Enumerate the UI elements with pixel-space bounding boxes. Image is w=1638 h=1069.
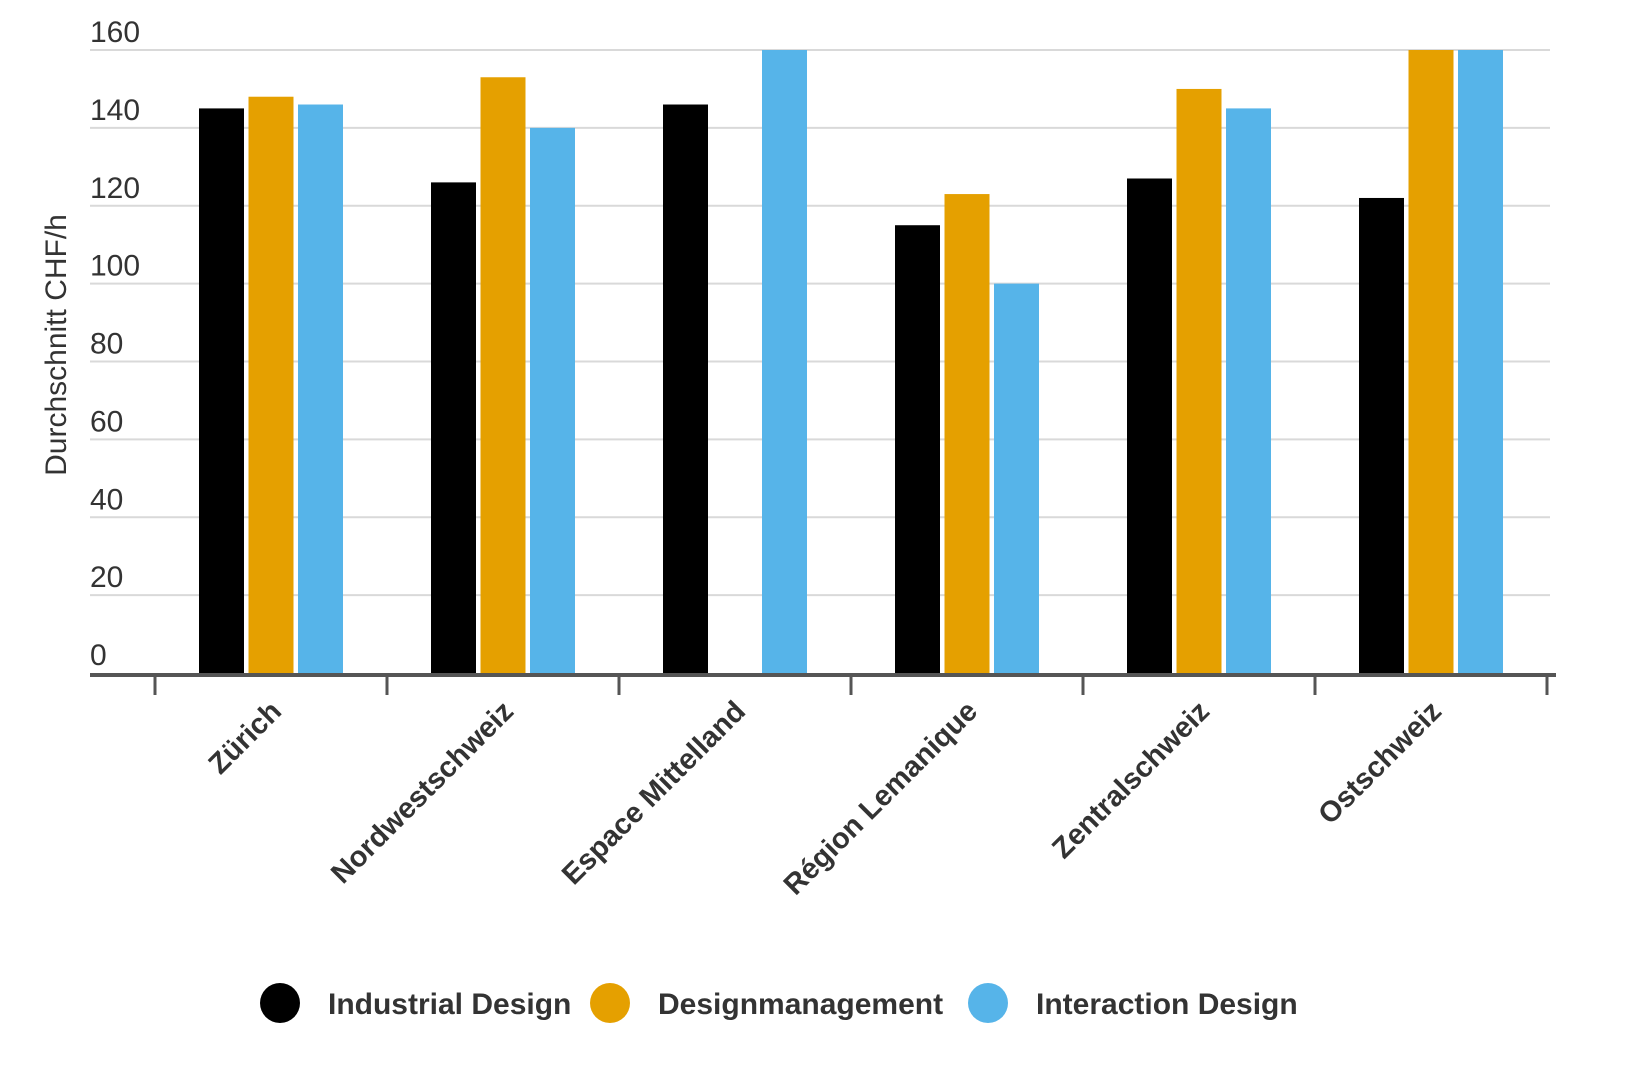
bar-interaction-design-region-lemanique	[994, 283, 1039, 673]
legend-item-interaction-design: Interaction Design	[968, 983, 1298, 1023]
bar-industrial-design-zentralschweiz	[1127, 178, 1172, 673]
bar-industrial-design-zurich	[199, 108, 244, 673]
bar-industrial-design-region-lemanique	[895, 225, 940, 673]
y-tick-label: 60	[90, 405, 123, 438]
bar-industrial-design-espace-mittelland	[663, 104, 708, 673]
bar-designmanagement-nordwestschweiz	[480, 77, 526, 674]
x-tick-label: Zentralschweiz	[1046, 695, 1216, 865]
bar-designmanagement-ostschweiz	[1408, 50, 1454, 673]
y-tick-label: 20	[90, 561, 123, 594]
y-tick-label: 160	[90, 16, 140, 49]
y-tick-label: 100	[90, 250, 140, 283]
legend-label: Interaction Design	[1036, 988, 1298, 1021]
legend: Industrial Design Designmanagement Interac…	[260, 983, 1298, 1023]
x-tick-label: Espace Mittelland	[556, 695, 752, 891]
y-tick-label: 120	[90, 172, 140, 205]
legend-swatch	[968, 983, 1008, 1023]
bar-interaction-design-ostschweiz	[1458, 50, 1503, 673]
x-tick-labels: Zürich Nordwestschweiz Espace Mittelland Ré…	[203, 695, 1448, 901]
legend-item-designmanagement: Designmanagement	[590, 983, 943, 1023]
bar-interaction-design-nordwestschweiz	[530, 127, 575, 673]
bar-industrial-design-ostschweiz	[1359, 197, 1404, 673]
bar-interaction-design-zurich	[298, 104, 343, 673]
y-axis-label: Durchschnitt CHF/h	[40, 214, 73, 476]
bar-designmanagement-zurich	[248, 96, 294, 674]
bar-interaction-design-zentralschweiz	[1226, 108, 1271, 673]
x-tick-label: Zürich	[203, 695, 288, 780]
legend-label: Designmanagement	[658, 988, 943, 1021]
y-tick-label: 140	[90, 94, 140, 127]
legend-swatch	[590, 983, 630, 1023]
x-tick-label: Ostschweiz	[1312, 695, 1447, 830]
bar-interaction-design-espace-mittelland	[762, 50, 807, 673]
bar-industrial-design-nordwestschweiz	[431, 182, 476, 673]
legend-label: Industrial Design	[328, 988, 571, 1021]
x-tick-label: Région Lemanique	[778, 695, 984, 901]
y-tick-label: 80	[90, 328, 123, 361]
x-tick-label: Nordwestschweiz	[325, 695, 520, 890]
bar-designmanagement-zentralschweiz	[1176, 88, 1222, 673]
legend-item-industrial-design: Industrial Design	[260, 983, 571, 1023]
y-tick-labels: 0 20 40 60 80 100 120 140 160	[90, 16, 140, 672]
legend-swatch	[260, 983, 300, 1023]
bar-designmanagement-region-lemanique	[944, 194, 990, 673]
y-tick-label: 0	[90, 639, 107, 672]
x-axis	[90, 673, 1556, 695]
y-tick-label: 40	[90, 483, 123, 516]
bars	[199, 50, 1503, 674]
